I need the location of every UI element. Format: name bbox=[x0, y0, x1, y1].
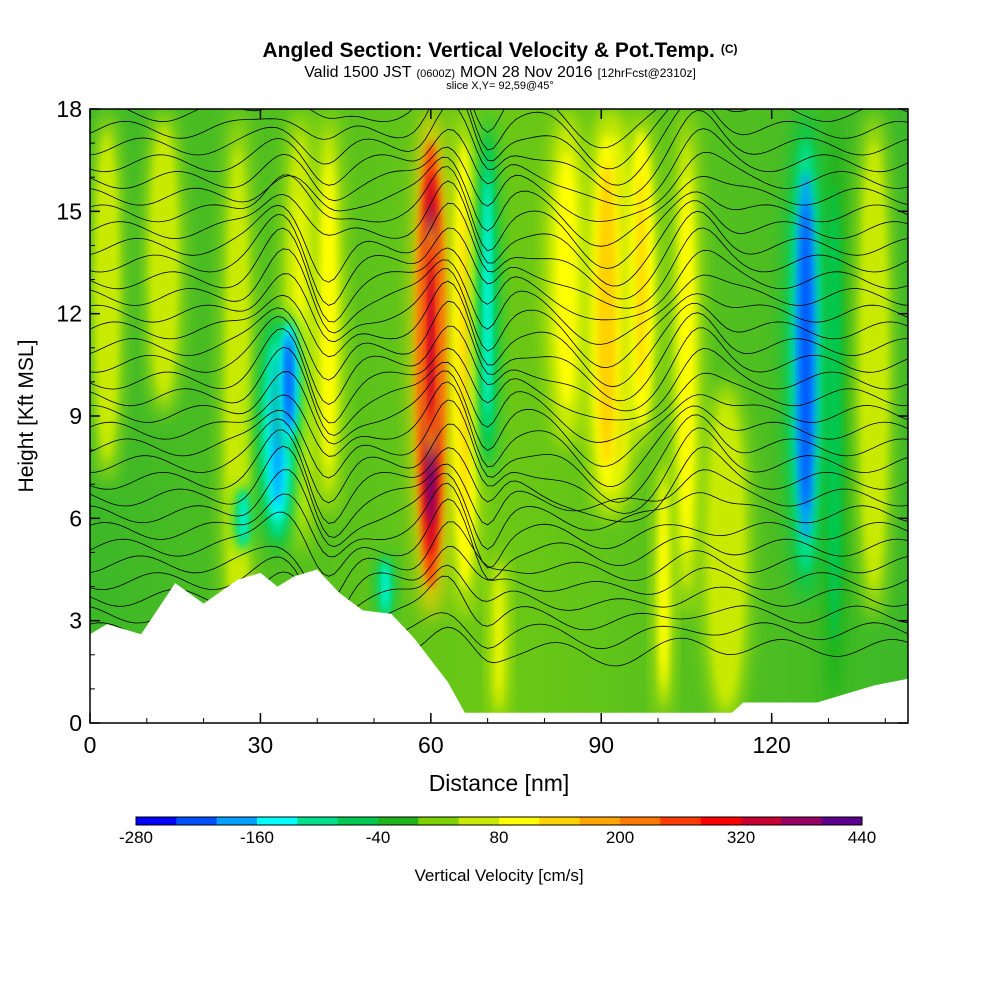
x-tick-label: 60 bbox=[418, 732, 444, 758]
chart-slice-label: slice X,Y= 92,59@45° bbox=[446, 80, 554, 92]
theta-contour bbox=[90, 429, 908, 524]
colorbar-tick-label: -280 bbox=[119, 828, 153, 847]
theta-contour bbox=[90, 498, 908, 580]
velocity-band bbox=[561, 173, 573, 387]
velocity-band bbox=[720, 445, 732, 659]
theta-contour bbox=[90, 128, 908, 207]
colorbar-tick-label: 200 bbox=[606, 828, 634, 847]
velocity-band bbox=[383, 565, 388, 608]
colorbar-tick-label: 320 bbox=[727, 828, 755, 847]
theta-contour bbox=[90, 315, 908, 412]
colorbar-tick-label: 80 bbox=[490, 828, 509, 847]
velocity-band bbox=[159, 166, 169, 359]
velocity-band bbox=[241, 497, 246, 540]
x-axis-label: Distance [nm] bbox=[429, 770, 570, 796]
velocity-band bbox=[460, 204, 470, 525]
colorbar-swatch bbox=[539, 817, 581, 825]
colorbar-tick-label: -40 bbox=[366, 828, 391, 847]
theta-contour bbox=[90, 213, 908, 309]
colorbar-swatch bbox=[216, 817, 258, 825]
colorbar-swatch bbox=[781, 817, 823, 825]
colorbar-swatch bbox=[176, 817, 218, 825]
theta-contour bbox=[90, 370, 908, 467]
x-tick-label: 30 bbox=[248, 732, 274, 758]
colorbar-swatch bbox=[418, 817, 460, 825]
y-tick-label: 0 bbox=[69, 710, 82, 736]
velocity-band bbox=[682, 204, 691, 525]
theta-contour bbox=[90, 156, 908, 247]
colorbar-tick-label: -160 bbox=[240, 828, 274, 847]
theta-contour bbox=[90, 328, 908, 424]
velocity-band bbox=[661, 501, 666, 672]
theta-contour bbox=[90, 166, 908, 269]
colorbar-swatch bbox=[620, 817, 661, 825]
theta-contour bbox=[90, 300, 908, 402]
theta-contour bbox=[90, 381, 908, 488]
colorbar-swatch bbox=[458, 817, 500, 825]
y-tick-label: 9 bbox=[69, 403, 82, 429]
velocity-band bbox=[636, 173, 646, 387]
colorbar-swatch bbox=[136, 817, 177, 825]
theta-contour bbox=[90, 109, 908, 198]
theta-contour bbox=[90, 418, 908, 514]
chart-title: Angled Section: Vertical Velocity & Pot.… bbox=[262, 39, 737, 62]
theta-contour bbox=[90, 268, 908, 369]
theta-contour bbox=[90, 202, 908, 300]
theta-contour bbox=[90, 521, 908, 604]
colorbar-swatch bbox=[297, 817, 339, 825]
velocity-band bbox=[325, 185, 333, 442]
theta-contour bbox=[90, 180, 908, 287]
colorbar-swatch bbox=[579, 817, 621, 825]
theta-contour bbox=[125, 109, 908, 170]
velocity-band bbox=[869, 204, 879, 525]
plot-area bbox=[90, 109, 908, 723]
colorbar: -280 -160 -40 80 200 320 440 bbox=[119, 816, 876, 847]
velocity-band bbox=[496, 584, 502, 691]
x-tick-label: 0 bbox=[84, 732, 97, 758]
y-tick-label: 18 bbox=[56, 96, 82, 122]
colorbar-swatch bbox=[741, 817, 782, 825]
colorbar-swatch bbox=[700, 817, 742, 825]
theta-contour bbox=[90, 109, 908, 186]
theta-contour bbox=[90, 280, 908, 388]
y-tick-label: 6 bbox=[69, 505, 82, 531]
velocity-band bbox=[602, 185, 612, 442]
y-tick-label: 15 bbox=[56, 198, 82, 224]
terrain bbox=[90, 569, 908, 723]
y-axis-label: Height [Kft MSL] bbox=[15, 340, 38, 493]
axes: 0 30 60 90 120 0 3 6 9 12 15 18 bbox=[56, 96, 908, 758]
theta-contour bbox=[90, 445, 908, 539]
colorbar-swatch bbox=[821, 817, 863, 825]
theta-contour bbox=[473, 109, 658, 149]
colorbar-swatch bbox=[337, 817, 379, 825]
colorbar-swatch bbox=[499, 817, 540, 825]
theta-contour bbox=[90, 399, 908, 503]
colorbar-swatch bbox=[257, 817, 298, 825]
theta-contour bbox=[90, 248, 908, 345]
theta-contour bbox=[90, 227, 908, 323]
x-tick-label: 120 bbox=[752, 732, 790, 758]
chart-subtitle: Valid 1500 JST (0600Z) MON 28 Nov 2016 [12h… bbox=[304, 64, 696, 81]
velocity-band bbox=[285, 339, 292, 425]
theta-contour bbox=[90, 146, 908, 222]
theta-contour bbox=[90, 482, 908, 569]
colorbar-swatch bbox=[378, 817, 419, 825]
colorbar-frame bbox=[135, 816, 863, 826]
theta-contour bbox=[90, 346, 908, 443]
theta-contour bbox=[90, 545, 908, 626]
y-tick-label: 3 bbox=[69, 608, 82, 634]
colorbar-tick-label: 440 bbox=[848, 828, 876, 847]
x-tick-label: 90 bbox=[588, 732, 614, 758]
colorbar-swatch bbox=[660, 817, 702, 825]
colorbar-label: Vertical Velocity [cm/s] bbox=[414, 866, 583, 885]
y-tick-label: 12 bbox=[56, 301, 82, 327]
velocity-band bbox=[484, 179, 491, 414]
theta-contour bbox=[90, 469, 908, 550]
